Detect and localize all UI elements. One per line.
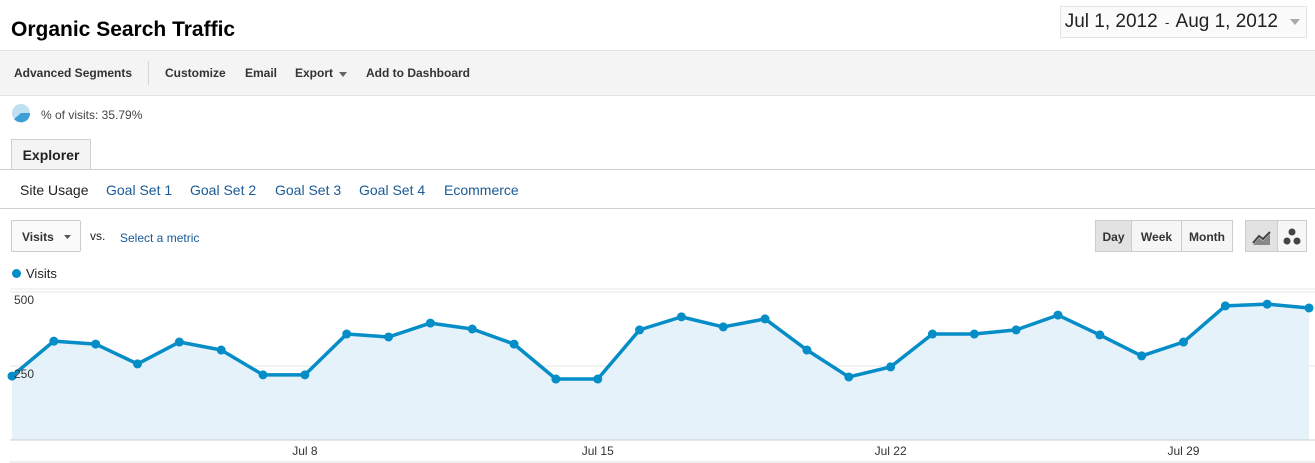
- point: [676, 312, 686, 322]
- point: [760, 314, 770, 324]
- subtab[interactable]: Goal Set 2: [190, 182, 257, 198]
- point: [969, 329, 979, 339]
- point: [467, 324, 477, 334]
- point: [1220, 301, 1230, 311]
- subtab[interactable]: Site Usage: [20, 182, 89, 198]
- subtab[interactable]: Goal Set 3: [275, 182, 342, 198]
- point: [551, 374, 561, 384]
- toolbar-button[interactable]: Add to Dashboard: [366, 66, 470, 80]
- point: [593, 374, 603, 384]
- chart-type-button[interactable]: [1277, 220, 1307, 252]
- toolbar-button[interactable]: Export: [295, 66, 334, 80]
- legend: Visits: [12, 266, 57, 281]
- y-tick-label: 250: [14, 367, 34, 381]
- point: [300, 370, 310, 380]
- x-tick-label: Jul 22: [875, 444, 907, 458]
- point: [886, 362, 896, 372]
- point: [844, 372, 854, 382]
- segment-icon: [12, 104, 31, 123]
- bubble-icon: [1283, 228, 1301, 245]
- segment-label: % of visits: 35.79%: [41, 108, 143, 122]
- point: [425, 318, 435, 328]
- chart: 250 500 Jul 8 Jul 15 Jul 22 Jul 29: [7, 288, 1315, 463]
- vs-label: vs.: [90, 229, 106, 243]
- toolbar-button[interactable]: Advanced Segments: [14, 66, 133, 80]
- point: [509, 339, 519, 349]
- date-start: Jul 1, 2012: [1064, 11, 1158, 32]
- point: [718, 322, 728, 332]
- dropdown-arrow: [339, 72, 347, 77]
- legend-swatch: [12, 269, 21, 278]
- x-tick-label: Jul 29: [1167, 444, 1199, 458]
- subtab[interactable]: Goal Set 1: [106, 182, 173, 198]
- period-button[interactable]: Day: [1095, 220, 1132, 252]
- toolbar: Advanced Segments Customize Email Export…: [0, 50, 1315, 96]
- separator: [148, 61, 149, 85]
- point: [802, 345, 812, 355]
- point: [133, 359, 143, 369]
- subtab[interactable]: Ecommerce: [444, 182, 519, 198]
- select-metric[interactable]: Select a metric: [120, 231, 200, 245]
- line: [10, 302, 1310, 381]
- point: [342, 329, 352, 339]
- page-title: Organic Search Traffic: [11, 18, 236, 41]
- point: [1262, 299, 1272, 309]
- point: [216, 345, 226, 355]
- point: [635, 325, 645, 335]
- metric-dropdown[interactable]: Visits: [11, 220, 81, 252]
- point: [7, 371, 17, 381]
- dropdown-arrow: [1290, 19, 1300, 25]
- subtab[interactable]: Goal Set 4: [359, 182, 426, 198]
- area: [12, 304, 1309, 440]
- chart-type-button[interactable]: [1245, 220, 1278, 252]
- date-end: Aug 1, 2012: [1175, 11, 1278, 32]
- date-separator: -: [1164, 15, 1170, 30]
- point: [1053, 310, 1063, 320]
- point: [1137, 351, 1147, 361]
- divider: [0, 208, 1315, 209]
- x-tick-label: Jul 8: [292, 444, 318, 458]
- legend-label: Visits: [26, 266, 57, 281]
- dropdown-arrow: [64, 235, 71, 239]
- period-button[interactable]: Month: [1181, 220, 1233, 252]
- period-button[interactable]: Week: [1131, 220, 1182, 252]
- point: [49, 336, 59, 346]
- y-tick-label: 500: [14, 293, 34, 307]
- point: [1095, 330, 1105, 340]
- point: [258, 370, 268, 380]
- date-range[interactable]: Jul 1, 2012 - Aug 1, 2012: [1059, 6, 1307, 38]
- point: [1304, 303, 1314, 313]
- metric-label: Visits: [22, 230, 54, 244]
- point: [384, 332, 394, 342]
- divider: [0, 169, 1315, 170]
- point: [927, 329, 937, 339]
- point: [174, 337, 184, 347]
- point: [1178, 337, 1188, 347]
- toolbar-button[interactable]: Customize: [165, 66, 226, 80]
- line-chart-icon: [1251, 231, 1271, 245]
- point: [91, 339, 101, 349]
- point: [1011, 325, 1021, 335]
- tab[interactable]: Explorer: [11, 139, 91, 170]
- toolbar-button[interactable]: Email: [245, 66, 278, 80]
- x-tick-label: Jul 15: [582, 444, 614, 458]
